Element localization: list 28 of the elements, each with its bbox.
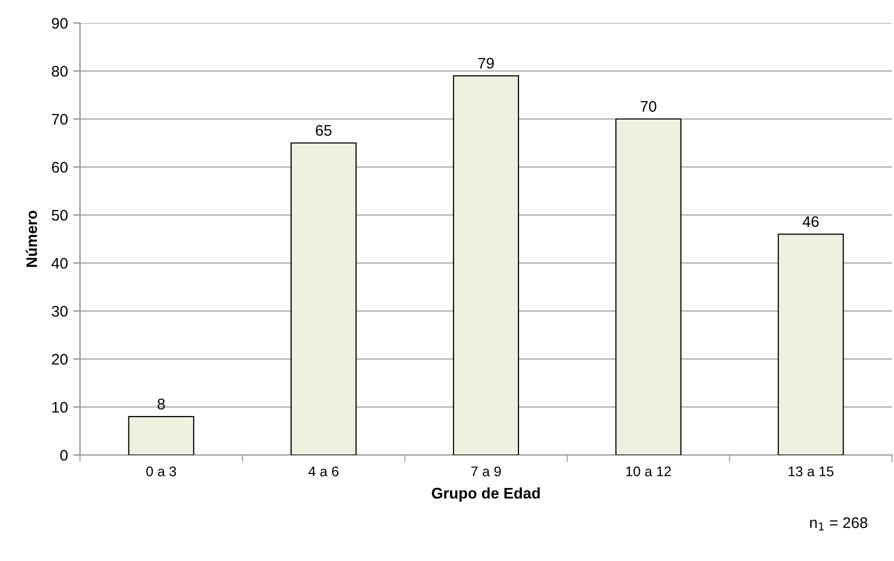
- y-tick-label: 70: [52, 114, 68, 125]
- data-label: 8: [158, 398, 165, 410]
- y-tick-label: 60: [52, 162, 68, 173]
- y-tick-label: 10: [52, 402, 68, 413]
- text: n$_{1}$ = 268: [810, 517, 868, 530]
- x-tick-label: 7 a 9: [471, 466, 501, 476]
- bar: [128, 416, 194, 455]
- y-axis-title: Número: [26, 210, 38, 267]
- y-tick-label: 90: [52, 18, 68, 29]
- bar: [778, 234, 844, 455]
- data-label: 79: [478, 58, 494, 69]
- bar: [290, 142, 357, 455]
- x-tick-label: 0 a 3: [146, 466, 176, 476]
- y-tick-label: 0: [60, 450, 68, 461]
- bar: [615, 118, 682, 455]
- x-tick-label: 10 a 12: [626, 466, 671, 476]
- y-tick-label: 30: [52, 306, 68, 317]
- data-label: 46: [802, 216, 819, 228]
- data-label: 65: [316, 124, 332, 136]
- y-tick-label: 50: [52, 210, 68, 221]
- y-tick-label: 80: [52, 66, 68, 77]
- data-label: 70: [640, 100, 656, 112]
- y-tick-label: 40: [52, 258, 68, 269]
- bar: [452, 75, 520, 455]
- x-tick-label: 4 a 6: [308, 466, 338, 476]
- y-tick-label: 20: [52, 354, 68, 365]
- x-axis-title: Grupo de Edad: [432, 487, 540, 502]
- x-tick-label: 13 a 15: [788, 466, 834, 476]
